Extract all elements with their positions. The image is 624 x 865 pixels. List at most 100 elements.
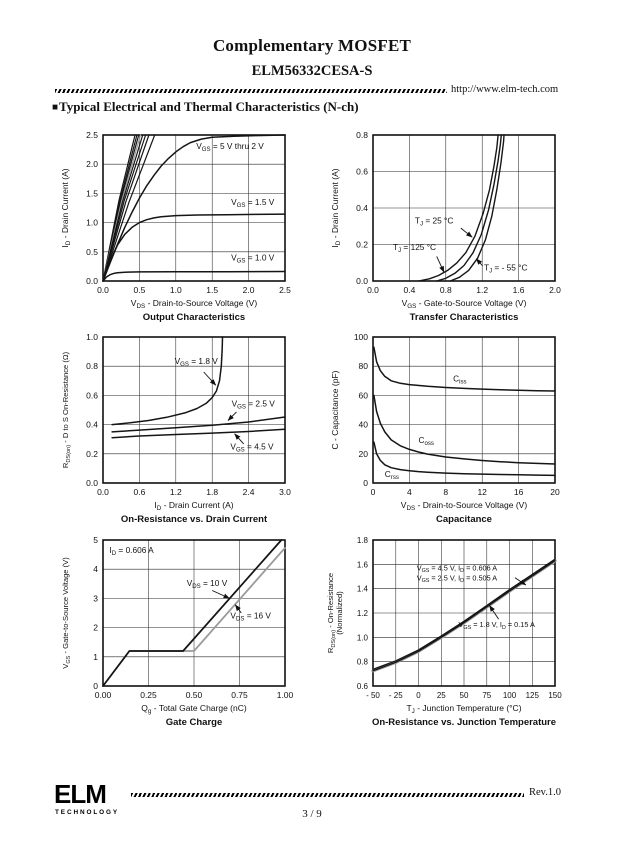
svg-text:8: 8	[443, 487, 448, 497]
chart-title: Gate Charge	[166, 717, 223, 728]
annotation-arrow	[460, 227, 473, 238]
y-axis-label: VGS - Gate-to-Source Voltage (V)	[61, 557, 72, 669]
svg-text:16: 16	[514, 487, 524, 497]
gate_charge-svg: 0.00 0.25 0.50 0.75 1.00 0 1 2 3 4 5 Qg - Total Gat…	[61, 535, 294, 728]
svg-text:150: 150	[548, 691, 562, 700]
curve	[102, 539, 283, 687]
svg-text:1.8: 1.8	[357, 536, 369, 545]
svg-text:25: 25	[437, 691, 446, 700]
svg-text:60: 60	[359, 390, 369, 400]
svg-text:1.0: 1.0	[86, 332, 98, 342]
on-resistance-vs-drain-current-chart: 0.0 0.6 1.2 1.8 2.4 3.0 0.0 0.2 0.4 0.6 0.8 1.0 ID -…	[57, 331, 301, 534]
svg-text:0.6: 0.6	[133, 487, 145, 497]
annotation: VGS = 4.5 V, ID = 0.606 A	[417, 563, 498, 574]
svg-text:100: 100	[503, 691, 517, 700]
y-axis-label: ID - Drain Current (A)	[60, 168, 72, 247]
rdson_id-svg: 0.0 0.6 1.2 1.8 2.4 3.0 0.0 0.2 0.4 0.6 0.8 1.0 ID -…	[61, 332, 291, 525]
curve	[111, 428, 286, 439]
svg-text:1.8: 1.8	[206, 487, 218, 497]
x-axis-label: ID - Drain Current (A)	[154, 500, 233, 512]
curve	[102, 134, 156, 282]
y-axis-label: (Normalized)	[335, 591, 344, 635]
svg-text:1.6: 1.6	[513, 285, 525, 295]
annotation: Coss	[419, 435, 434, 447]
svg-text:0.00: 0.00	[95, 690, 112, 700]
plot-frame	[102, 134, 286, 282]
svg-text:2.4: 2.4	[243, 487, 255, 497]
chart-title: Output Characteristics	[143, 312, 245, 323]
svg-text:0.4: 0.4	[356, 203, 368, 213]
curve	[111, 336, 224, 426]
x-axis-label: Qg - Total Gate Charge (nC)	[141, 703, 247, 715]
annotation: VGS = 1.0 V	[231, 253, 275, 265]
svg-text:20: 20	[359, 449, 369, 459]
svg-text:3.0: 3.0	[279, 487, 291, 497]
svg-text:0.2: 0.2	[86, 449, 98, 459]
grid-lines	[103, 135, 285, 281]
x-axis-label: VDS - Drain-to-Source Voltage (V)	[131, 298, 258, 310]
svg-text:1.5: 1.5	[86, 188, 98, 198]
svg-text:0.8: 0.8	[440, 285, 452, 295]
annotation: VGS = 2.5 V	[232, 398, 276, 410]
svg-text:1.0: 1.0	[170, 285, 182, 295]
annotation-arrow	[475, 258, 484, 267]
svg-text:1.2: 1.2	[476, 285, 488, 295]
annotation: VGS = 4.5 V	[230, 441, 274, 453]
annotation-arrow	[234, 433, 245, 445]
curve	[102, 134, 150, 282]
svg-text:0.4: 0.4	[403, 285, 415, 295]
svg-text:4: 4	[93, 564, 98, 574]
svg-text:0.0: 0.0	[86, 478, 98, 488]
section-bullet-icon: ■	[52, 102, 59, 113]
header-divider	[55, 89, 447, 93]
tick-labels: 0.0 0.4 0.8 1.2 1.6 2.0 0.0 0.2 0.4 0.6 0.8	[356, 130, 561, 295]
x-axis-label: TJ - Junction Temperature (°C)	[406, 703, 521, 715]
website-link[interactable]: http://www.elm-tech.com	[451, 84, 559, 95]
grid-lines	[373, 337, 555, 483]
annotation-arrow	[212, 590, 230, 599]
svg-text:2: 2	[93, 623, 98, 633]
grid-lines	[373, 540, 555, 686]
svg-text:0.0: 0.0	[86, 276, 98, 286]
annotation: TJ = - 55 °C	[484, 262, 528, 274]
svg-text:0.6: 0.6	[356, 167, 368, 177]
transfer-svg: 0.0 0.4 0.8 1.2 1.6 2.0 0.0 0.2 0.4 0.6 0.8 VGS - G…	[330, 130, 561, 323]
svg-text:0.0: 0.0	[97, 487, 109, 497]
plot-frame	[372, 134, 556, 282]
curves	[373, 346, 556, 477]
section-heading: ■Typical Electrical and Thermal Characte…	[52, 99, 359, 115]
svg-text:0.6: 0.6	[357, 682, 369, 691]
annotation-arrow	[489, 605, 499, 620]
svg-text:0.4: 0.4	[86, 420, 98, 430]
tick-labels: 0.0 0.6 1.2 1.8 2.4 3.0 0.0 0.2 0.4 0.6 0.8 1.0	[86, 332, 291, 497]
curve	[102, 134, 147, 282]
svg-text:0: 0	[93, 681, 98, 691]
curve	[372, 558, 556, 670]
annotation: VGS = 1.8 V	[175, 356, 219, 368]
svg-text:0.8: 0.8	[86, 361, 98, 371]
curve	[102, 270, 286, 282]
svg-text:4: 4	[407, 487, 412, 497]
svg-text:1.2: 1.2	[357, 609, 369, 618]
annotation-arrow	[436, 256, 445, 273]
rdson_temp-svg: - 50 - 25 0 25 50 75 100 125 150 0.6 0.8 1.0 1.2 1.4 1…	[326, 536, 562, 728]
doc-title: Complementary MOSFET	[212, 36, 412, 55]
x-axis-label: VGS - Gate-to-Source Voltage (V)	[402, 298, 527, 310]
chart-title: Capacitance	[436, 514, 492, 525]
annotation: VGS = 2.5 V, ID = 0.505 A	[417, 573, 498, 584]
plot-frame	[372, 336, 556, 484]
annotation-arrow	[234, 604, 242, 614]
tick-labels: 0 4 8 12 16 20 0 20 40 60 80 100	[354, 332, 560, 497]
curve	[373, 394, 556, 465]
svg-text:0.25: 0.25	[140, 690, 157, 700]
curves	[102, 134, 286, 282]
curve	[111, 416, 286, 433]
capacitance-chart: 0 4 8 12 16 20 0 20 40 60 80 100 VDS - Drain-to-Sour…	[327, 331, 571, 534]
svg-text:0.50: 0.50	[186, 690, 203, 700]
svg-text:1.5: 1.5	[206, 285, 218, 295]
transfer-characteristics-chart: 0.0 0.4 0.8 1.2 1.6 2.0 0.0 0.2 0.4 0.6 0.8 VGS - G…	[327, 129, 571, 332]
svg-text:2.5: 2.5	[86, 130, 98, 140]
svg-text:1.00: 1.00	[277, 690, 294, 700]
curves	[102, 539, 286, 687]
svg-text:1.2: 1.2	[170, 487, 182, 497]
